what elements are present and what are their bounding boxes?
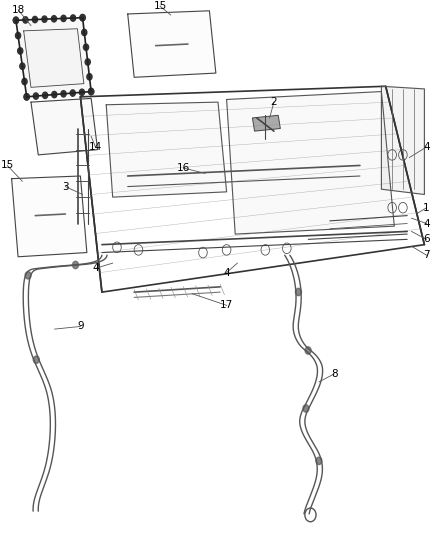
Text: 6: 6 bbox=[423, 235, 430, 244]
Circle shape bbox=[79, 89, 85, 95]
Text: 18: 18 bbox=[11, 5, 25, 15]
Circle shape bbox=[42, 16, 47, 22]
Circle shape bbox=[18, 48, 23, 54]
Circle shape bbox=[303, 405, 309, 412]
Circle shape bbox=[305, 347, 311, 354]
Circle shape bbox=[85, 59, 90, 65]
Text: 1: 1 bbox=[423, 203, 430, 213]
Polygon shape bbox=[252, 115, 280, 131]
Text: 4: 4 bbox=[92, 263, 99, 273]
Circle shape bbox=[13, 17, 18, 23]
Text: 14: 14 bbox=[89, 142, 102, 152]
Polygon shape bbox=[128, 11, 216, 77]
Circle shape bbox=[71, 15, 76, 21]
Circle shape bbox=[80, 14, 85, 21]
Circle shape bbox=[23, 17, 28, 23]
Circle shape bbox=[33, 93, 39, 99]
Text: 15: 15 bbox=[153, 1, 166, 11]
Polygon shape bbox=[16, 18, 91, 97]
Circle shape bbox=[52, 91, 57, 98]
Circle shape bbox=[83, 44, 88, 51]
Circle shape bbox=[33, 356, 39, 364]
Circle shape bbox=[80, 14, 85, 21]
Circle shape bbox=[51, 15, 57, 22]
Polygon shape bbox=[12, 176, 87, 257]
Polygon shape bbox=[226, 92, 394, 234]
Circle shape bbox=[61, 15, 66, 21]
Circle shape bbox=[42, 92, 48, 99]
Text: 3: 3 bbox=[62, 182, 69, 191]
Circle shape bbox=[13, 17, 18, 23]
Text: 8: 8 bbox=[331, 369, 337, 379]
Circle shape bbox=[82, 29, 87, 36]
Circle shape bbox=[24, 94, 29, 100]
Text: 9: 9 bbox=[77, 321, 84, 332]
Circle shape bbox=[87, 74, 92, 80]
Circle shape bbox=[88, 88, 94, 95]
Circle shape bbox=[20, 63, 25, 69]
Text: 16: 16 bbox=[177, 163, 190, 173]
Circle shape bbox=[24, 94, 29, 100]
Circle shape bbox=[70, 90, 75, 96]
Text: 15: 15 bbox=[1, 160, 14, 171]
Circle shape bbox=[296, 288, 301, 296]
Text: 7: 7 bbox=[423, 250, 430, 260]
Text: 4: 4 bbox=[223, 268, 230, 278]
Circle shape bbox=[15, 33, 21, 39]
Circle shape bbox=[22, 78, 27, 85]
Circle shape bbox=[25, 272, 31, 279]
Polygon shape bbox=[106, 102, 226, 197]
Text: 17: 17 bbox=[220, 300, 233, 310]
Polygon shape bbox=[381, 86, 424, 195]
Circle shape bbox=[73, 261, 78, 269]
Circle shape bbox=[61, 91, 66, 97]
Polygon shape bbox=[24, 29, 84, 87]
Text: 4: 4 bbox=[423, 219, 430, 229]
Circle shape bbox=[316, 457, 322, 465]
Text: 4: 4 bbox=[423, 142, 430, 152]
Circle shape bbox=[88, 88, 94, 95]
Circle shape bbox=[32, 17, 38, 23]
Text: 2: 2 bbox=[271, 97, 277, 107]
Polygon shape bbox=[31, 99, 98, 155]
